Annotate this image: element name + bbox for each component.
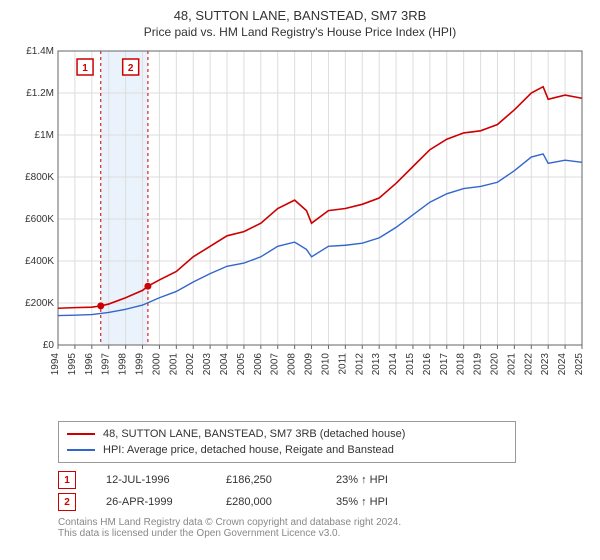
svg-text:£800K: £800K [25,172,54,183]
svg-text:2002: 2002 [185,353,196,376]
page-subtitle: Price paid vs. HM Land Registry's House … [12,25,588,39]
svg-text:2019: 2019 [473,353,484,376]
svg-text:2000: 2000 [151,353,162,376]
transaction-date: 26-APR-1999 [106,496,196,508]
transaction-row: 1 12-JUL-1996 £186,250 23% ↑ HPI [58,469,588,491]
svg-text:1999: 1999 [135,353,146,376]
transaction-price: £186,250 [226,474,306,486]
legend-swatch [67,433,95,435]
footer-line-2: This data is licensed under the Open Gov… [58,528,588,539]
svg-text:2025: 2025 [574,353,585,376]
svg-text:£200K: £200K [25,298,54,309]
legend-item: HPI: Average price, detached house, Reig… [67,442,507,458]
legend-item: 48, SUTTON LANE, BANSTEAD, SM7 3RB (deta… [67,426,507,442]
footer-line-1: Contains HM Land Registry data © Crown c… [58,517,588,528]
legend-label: HPI: Average price, detached house, Reig… [103,444,394,456]
svg-text:£0: £0 [43,340,55,351]
page-title: 48, SUTTON LANE, BANSTEAD, SM7 3RB [12,8,588,23]
sale-marker-2 [144,283,151,290]
svg-text:2010: 2010 [320,353,331,376]
svg-text:2022: 2022 [523,353,534,376]
transaction-marker: 1 [58,471,76,489]
svg-text:1996: 1996 [84,353,95,376]
chart-svg: £0 £200K £400K £600K £800K £1M £1.2M £1.4M 1994 1… [12,45,588,415]
transaction-pct: 35% ↑ HPI [336,496,426,508]
svg-text:2024: 2024 [557,353,568,376]
transaction-row: 2 26-APR-1999 £280,000 35% ↑ HPI [58,491,588,513]
svg-text:2001: 2001 [168,353,179,376]
legend-swatch [67,449,95,451]
transaction-price: £280,000 [226,496,306,508]
price-chart: £0 £200K £400K £600K £800K £1M £1.2M £1.4M 1994 1… [12,45,588,415]
svg-text:£600K: £600K [25,214,54,225]
svg-text:2006: 2006 [253,353,264,376]
sale-marker-1 [97,302,104,309]
svg-text:2: 2 [128,63,134,74]
svg-text:2015: 2015 [405,353,416,376]
transactions-table: 1 12-JUL-1996 £186,250 23% ↑ HPI 2 26-APR-199… [58,469,588,513]
svg-text:2018: 2018 [456,353,467,376]
svg-text:£1M: £1M [35,130,54,141]
svg-text:1: 1 [82,63,88,74]
svg-text:£1.2M: £1.2M [26,88,54,99]
svg-text:1998: 1998 [118,353,129,376]
svg-text:2004: 2004 [219,353,230,376]
svg-text:2020: 2020 [489,353,500,376]
svg-text:£400K: £400K [25,256,54,267]
svg-text:2013: 2013 [371,353,382,376]
svg-text:2017: 2017 [439,353,450,376]
svg-text:2007: 2007 [270,353,281,376]
svg-text:2009: 2009 [304,353,315,376]
svg-text:1994: 1994 [50,353,61,376]
transaction-marker: 2 [58,493,76,511]
svg-text:2016: 2016 [422,353,433,376]
page: 48, SUTTON LANE, BANSTEAD, SM7 3RB Price… [0,0,600,545]
svg-text:2005: 2005 [236,353,247,376]
legend-label: 48, SUTTON LANE, BANSTEAD, SM7 3RB (deta… [103,428,405,440]
legend: 48, SUTTON LANE, BANSTEAD, SM7 3RB (deta… [58,421,516,463]
svg-text:1997: 1997 [101,353,112,376]
svg-text:2014: 2014 [388,353,399,376]
svg-text:2012: 2012 [354,353,365,376]
svg-text:2023: 2023 [540,353,551,376]
svg-text:2011: 2011 [337,353,348,375]
transaction-pct: 23% ↑ HPI [336,474,426,486]
svg-text:£1.4M: £1.4M [26,46,54,57]
footer: Contains HM Land Registry data © Crown c… [58,517,588,539]
svg-text:2021: 2021 [506,353,517,376]
svg-text:2008: 2008 [287,353,298,376]
transaction-date: 12-JUL-1996 [106,474,196,486]
svg-text:1995: 1995 [67,353,78,376]
svg-text:2003: 2003 [202,353,213,376]
